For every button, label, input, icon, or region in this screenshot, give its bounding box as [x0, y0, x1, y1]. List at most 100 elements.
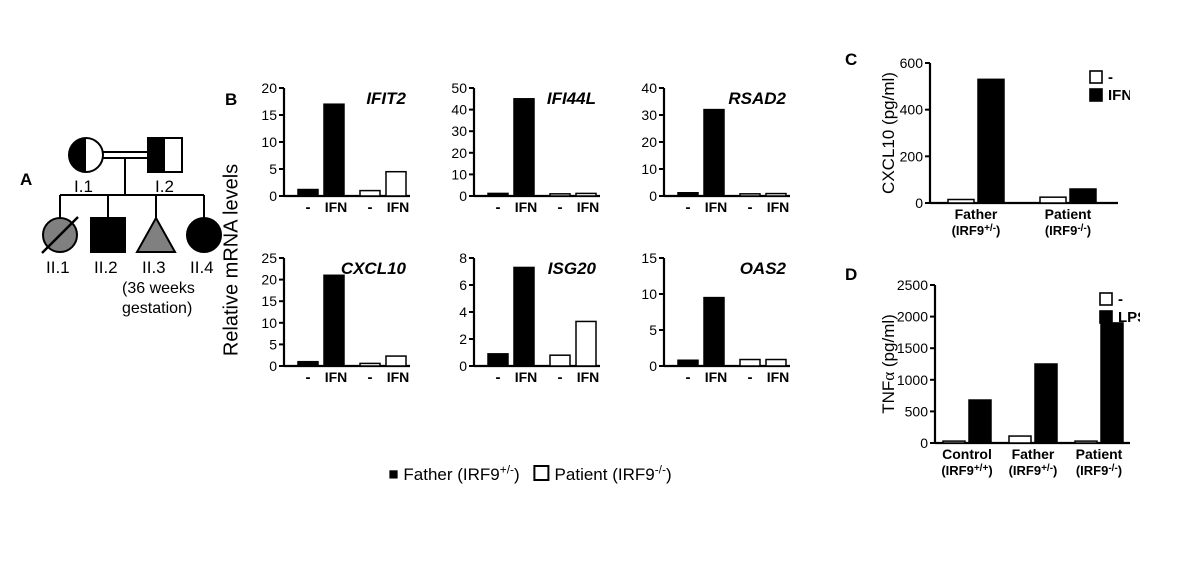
pedigree-ii2-label: II.2 [94, 258, 118, 277]
bar [324, 104, 344, 196]
svg-text:5: 5 [269, 161, 277, 177]
bar [298, 362, 318, 366]
svg-text:OAS2: OAS2 [740, 259, 787, 278]
svg-text:-: - [686, 369, 691, 386]
svg-text:(IRF9+/-): (IRF9+/-) [952, 223, 1001, 238]
bar [298, 190, 318, 196]
pedigree-i2-label: I.2 [155, 177, 174, 196]
svg-text:(IRF9-/-): (IRF9-/-) [1045, 223, 1091, 238]
bar [360, 363, 380, 366]
chart-IFI44L: 01020304050-IFN-IFNIFI44L [440, 80, 610, 220]
svg-text:-: - [306, 369, 311, 386]
svg-text:-: - [368, 369, 373, 386]
svg-text:-: - [748, 369, 753, 386]
svg-text:-: - [558, 199, 563, 216]
svg-text:10: 10 [641, 286, 657, 302]
panel-b-label: B [225, 90, 237, 110]
svg-text:Patient: Patient [1045, 206, 1092, 222]
svg-text:-: - [496, 199, 501, 216]
pedigree-ii3 [137, 218, 175, 252]
bar [740, 194, 760, 196]
svg-text:IFN: IFN [767, 369, 790, 385]
bar [704, 298, 724, 366]
bar [386, 172, 406, 196]
svg-text:25: 25 [261, 250, 277, 266]
panel-c-label: C [845, 50, 857, 70]
svg-text:IFN: IFN [767, 199, 790, 215]
bar [514, 267, 534, 366]
svg-text:-: - [1108, 69, 1113, 86]
bar [488, 354, 508, 366]
svg-text:0: 0 [649, 188, 657, 204]
bar [766, 360, 786, 366]
svg-text:500: 500 [905, 403, 929, 419]
figure-root: A I.1 [0, 0, 1180, 562]
svg-text:IFNβ: IFNβ [1108, 87, 1130, 104]
svg-text:20: 20 [641, 134, 657, 150]
svg-text:15: 15 [261, 107, 277, 123]
chart-b-CXCL10: 0510152025-IFN-IFNCXCL10 [250, 250, 420, 390]
panel-d-label: D [845, 265, 857, 285]
svg-text:1000: 1000 [897, 372, 928, 388]
bar [550, 194, 570, 196]
svg-text:IFN: IFN [577, 199, 600, 215]
bar [488, 193, 508, 196]
chart-b-IFI44L: 01020304050-IFN-IFNIFI44L [440, 80, 610, 220]
bar [678, 360, 698, 366]
pedigree-ii4-label: II.4 [190, 258, 214, 277]
svg-text:2500: 2500 [897, 277, 928, 293]
svg-text:RSAD2: RSAD2 [728, 89, 786, 108]
svg-text:5: 5 [649, 322, 657, 338]
svg-text:0: 0 [459, 358, 467, 374]
svg-text:CXCL10 (pg/ml): CXCL10 (pg/ml) [880, 72, 898, 194]
svg-text:Control: Control [942, 446, 992, 462]
svg-text:(IRF9-/-): (IRF9-/-) [1076, 463, 1122, 478]
svg-text:1500: 1500 [897, 340, 928, 356]
svg-text:50: 50 [451, 80, 467, 96]
panel-d-chart: TNFα (pg/ml)05001000150020002500-LPSCont… [880, 270, 1140, 490]
chart-IFIT2: 05101520-IFN-IFNIFIT2 [250, 80, 420, 220]
svg-text:Father: Father [955, 206, 998, 222]
svg-text:400: 400 [900, 102, 924, 118]
bar [324, 275, 344, 366]
svg-text:IFN: IFN [387, 369, 410, 385]
bar [678, 193, 698, 196]
bar [766, 194, 786, 196]
pedigree-i1-label: I.1 [74, 177, 93, 196]
svg-text:10: 10 [261, 134, 277, 150]
panel-b: Relative mRNA levels 05101520-IFN-IFNIFI… [250, 80, 810, 440]
pedigree-i2 [148, 138, 182, 172]
svg-text:0: 0 [915, 195, 923, 211]
chart-CXCL10: 0510152025-IFN-IFNCXCL10 [250, 250, 420, 390]
svg-text:0: 0 [459, 188, 467, 204]
svg-text:0: 0 [649, 358, 657, 374]
panel-b-ylabel: Relative mRNA levels [221, 164, 244, 356]
svg-text:ISG20: ISG20 [548, 259, 597, 278]
svg-text:15: 15 [261, 293, 277, 309]
bar [704, 110, 724, 196]
chart-b-ISG20: 02468-IFN-IFNISG20 [440, 250, 610, 390]
svg-text:CXCL10: CXCL10 [341, 259, 407, 278]
svg-text:20: 20 [261, 272, 277, 288]
svg-text:10: 10 [451, 166, 467, 182]
chart-OAS2: 051015-IFN-IFNOAS2 [630, 250, 800, 390]
svg-text:5: 5 [269, 336, 277, 352]
svg-text:Father: Father [1012, 446, 1055, 462]
svg-text:0: 0 [269, 188, 277, 204]
chart-b-OAS2: 051015-IFN-IFNOAS2 [630, 250, 800, 390]
svg-text:10: 10 [641, 161, 657, 177]
svg-text:IFN: IFN [705, 199, 728, 215]
svg-text:(IRF9+/-): (IRF9+/-) [1009, 463, 1058, 478]
pedigree-ii1-label: II.1 [46, 258, 70, 277]
panel-b-legend: ■ Father (IRF9+/-) Patient (IRF9-/-) [388, 462, 671, 485]
svg-text:-: - [306, 199, 311, 216]
chart-ISG20: 02468-IFN-IFNISG20 [440, 250, 610, 390]
svg-text:TNFα (pg/ml): TNFα (pg/ml) [880, 314, 898, 414]
svg-text:IFN: IFN [515, 199, 538, 215]
svg-text:6: 6 [459, 277, 467, 293]
chart-b-IFIT2: 05101520-IFN-IFNIFIT2 [250, 80, 420, 220]
bar [360, 191, 380, 196]
pedigree-ii3-sub1: (36 weeks [122, 280, 195, 297]
bar [576, 193, 596, 196]
svg-text:-: - [368, 199, 373, 216]
